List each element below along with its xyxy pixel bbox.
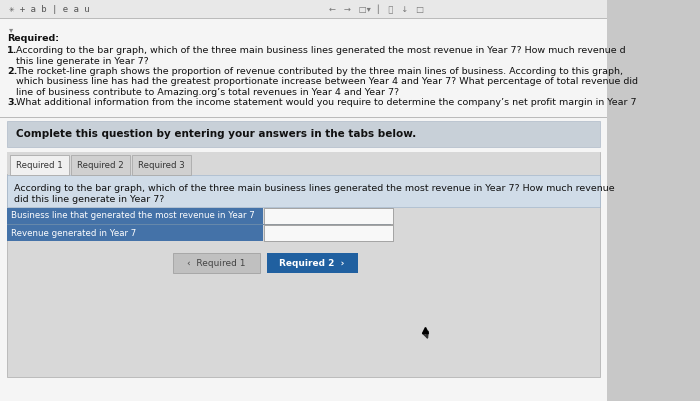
- Text: Required 2  ›: Required 2 ›: [279, 259, 344, 267]
- Text: 2.: 2.: [7, 67, 18, 76]
- Text: 3.: 3.: [7, 98, 18, 107]
- Text: ▾: ▾: [8, 25, 13, 34]
- FancyBboxPatch shape: [7, 121, 600, 147]
- FancyBboxPatch shape: [174, 253, 260, 273]
- Text: 1.: 1.: [7, 46, 18, 55]
- Text: Required 3: Required 3: [138, 160, 185, 170]
- FancyBboxPatch shape: [265, 225, 393, 241]
- FancyBboxPatch shape: [7, 152, 600, 377]
- FancyBboxPatch shape: [71, 155, 130, 175]
- Text: ✳ + a b | e a u: ✳ + a b | e a u: [8, 4, 90, 14]
- Text: What additional information from the income statement would you require to deter: What additional information from the inc…: [15, 98, 636, 107]
- FancyBboxPatch shape: [7, 175, 600, 207]
- FancyBboxPatch shape: [0, 117, 606, 118]
- Text: Revenue generated in Year 7: Revenue generated in Year 7: [11, 229, 136, 237]
- Text: Required:: Required:: [7, 34, 59, 43]
- FancyBboxPatch shape: [265, 208, 393, 224]
- FancyBboxPatch shape: [267, 253, 358, 273]
- FancyBboxPatch shape: [7, 225, 262, 241]
- Text: ‹  Required 1: ‹ Required 1: [188, 259, 246, 267]
- FancyBboxPatch shape: [7, 152, 600, 174]
- Text: this line generate in Year 7?: this line generate in Year 7?: [15, 57, 148, 65]
- Text: Complete this question by entering your answers in the tabs below.: Complete this question by entering your …: [15, 129, 416, 139]
- FancyBboxPatch shape: [0, 18, 606, 19]
- Text: Business line that generated the most revenue in Year 7: Business line that generated the most re…: [11, 211, 255, 221]
- Text: line of business contribute to Amazing.org’s total revenues in Year 4 and Year 7: line of business contribute to Amazing.o…: [15, 88, 399, 97]
- Text: did this line generate in Year 7?: did this line generate in Year 7?: [14, 195, 164, 204]
- Text: which business line has had the greatest proportionate increase between Year 4 a: which business line has had the greatest…: [15, 77, 638, 87]
- Text: ←   →   □▾  ⎮   ＋   ↓   □: ← → □▾ ⎮ ＋ ↓ □: [329, 4, 424, 14]
- FancyBboxPatch shape: [10, 155, 69, 175]
- FancyBboxPatch shape: [0, 0, 606, 18]
- FancyBboxPatch shape: [7, 208, 262, 224]
- Text: Required 1: Required 1: [17, 160, 63, 170]
- Text: According to the bar graph, which of the three main business lines generated the: According to the bar graph, which of the…: [15, 46, 625, 55]
- FancyBboxPatch shape: [0, 19, 606, 401]
- Text: Required 2: Required 2: [77, 160, 124, 170]
- FancyBboxPatch shape: [7, 224, 391, 225]
- FancyBboxPatch shape: [132, 155, 190, 175]
- Text: According to the bar graph, which of the three main business lines generated the: According to the bar graph, which of the…: [14, 184, 615, 193]
- Text: The rocket-line graph shows the proportion of revenue contributed by the three m: The rocket-line graph shows the proporti…: [15, 67, 622, 76]
